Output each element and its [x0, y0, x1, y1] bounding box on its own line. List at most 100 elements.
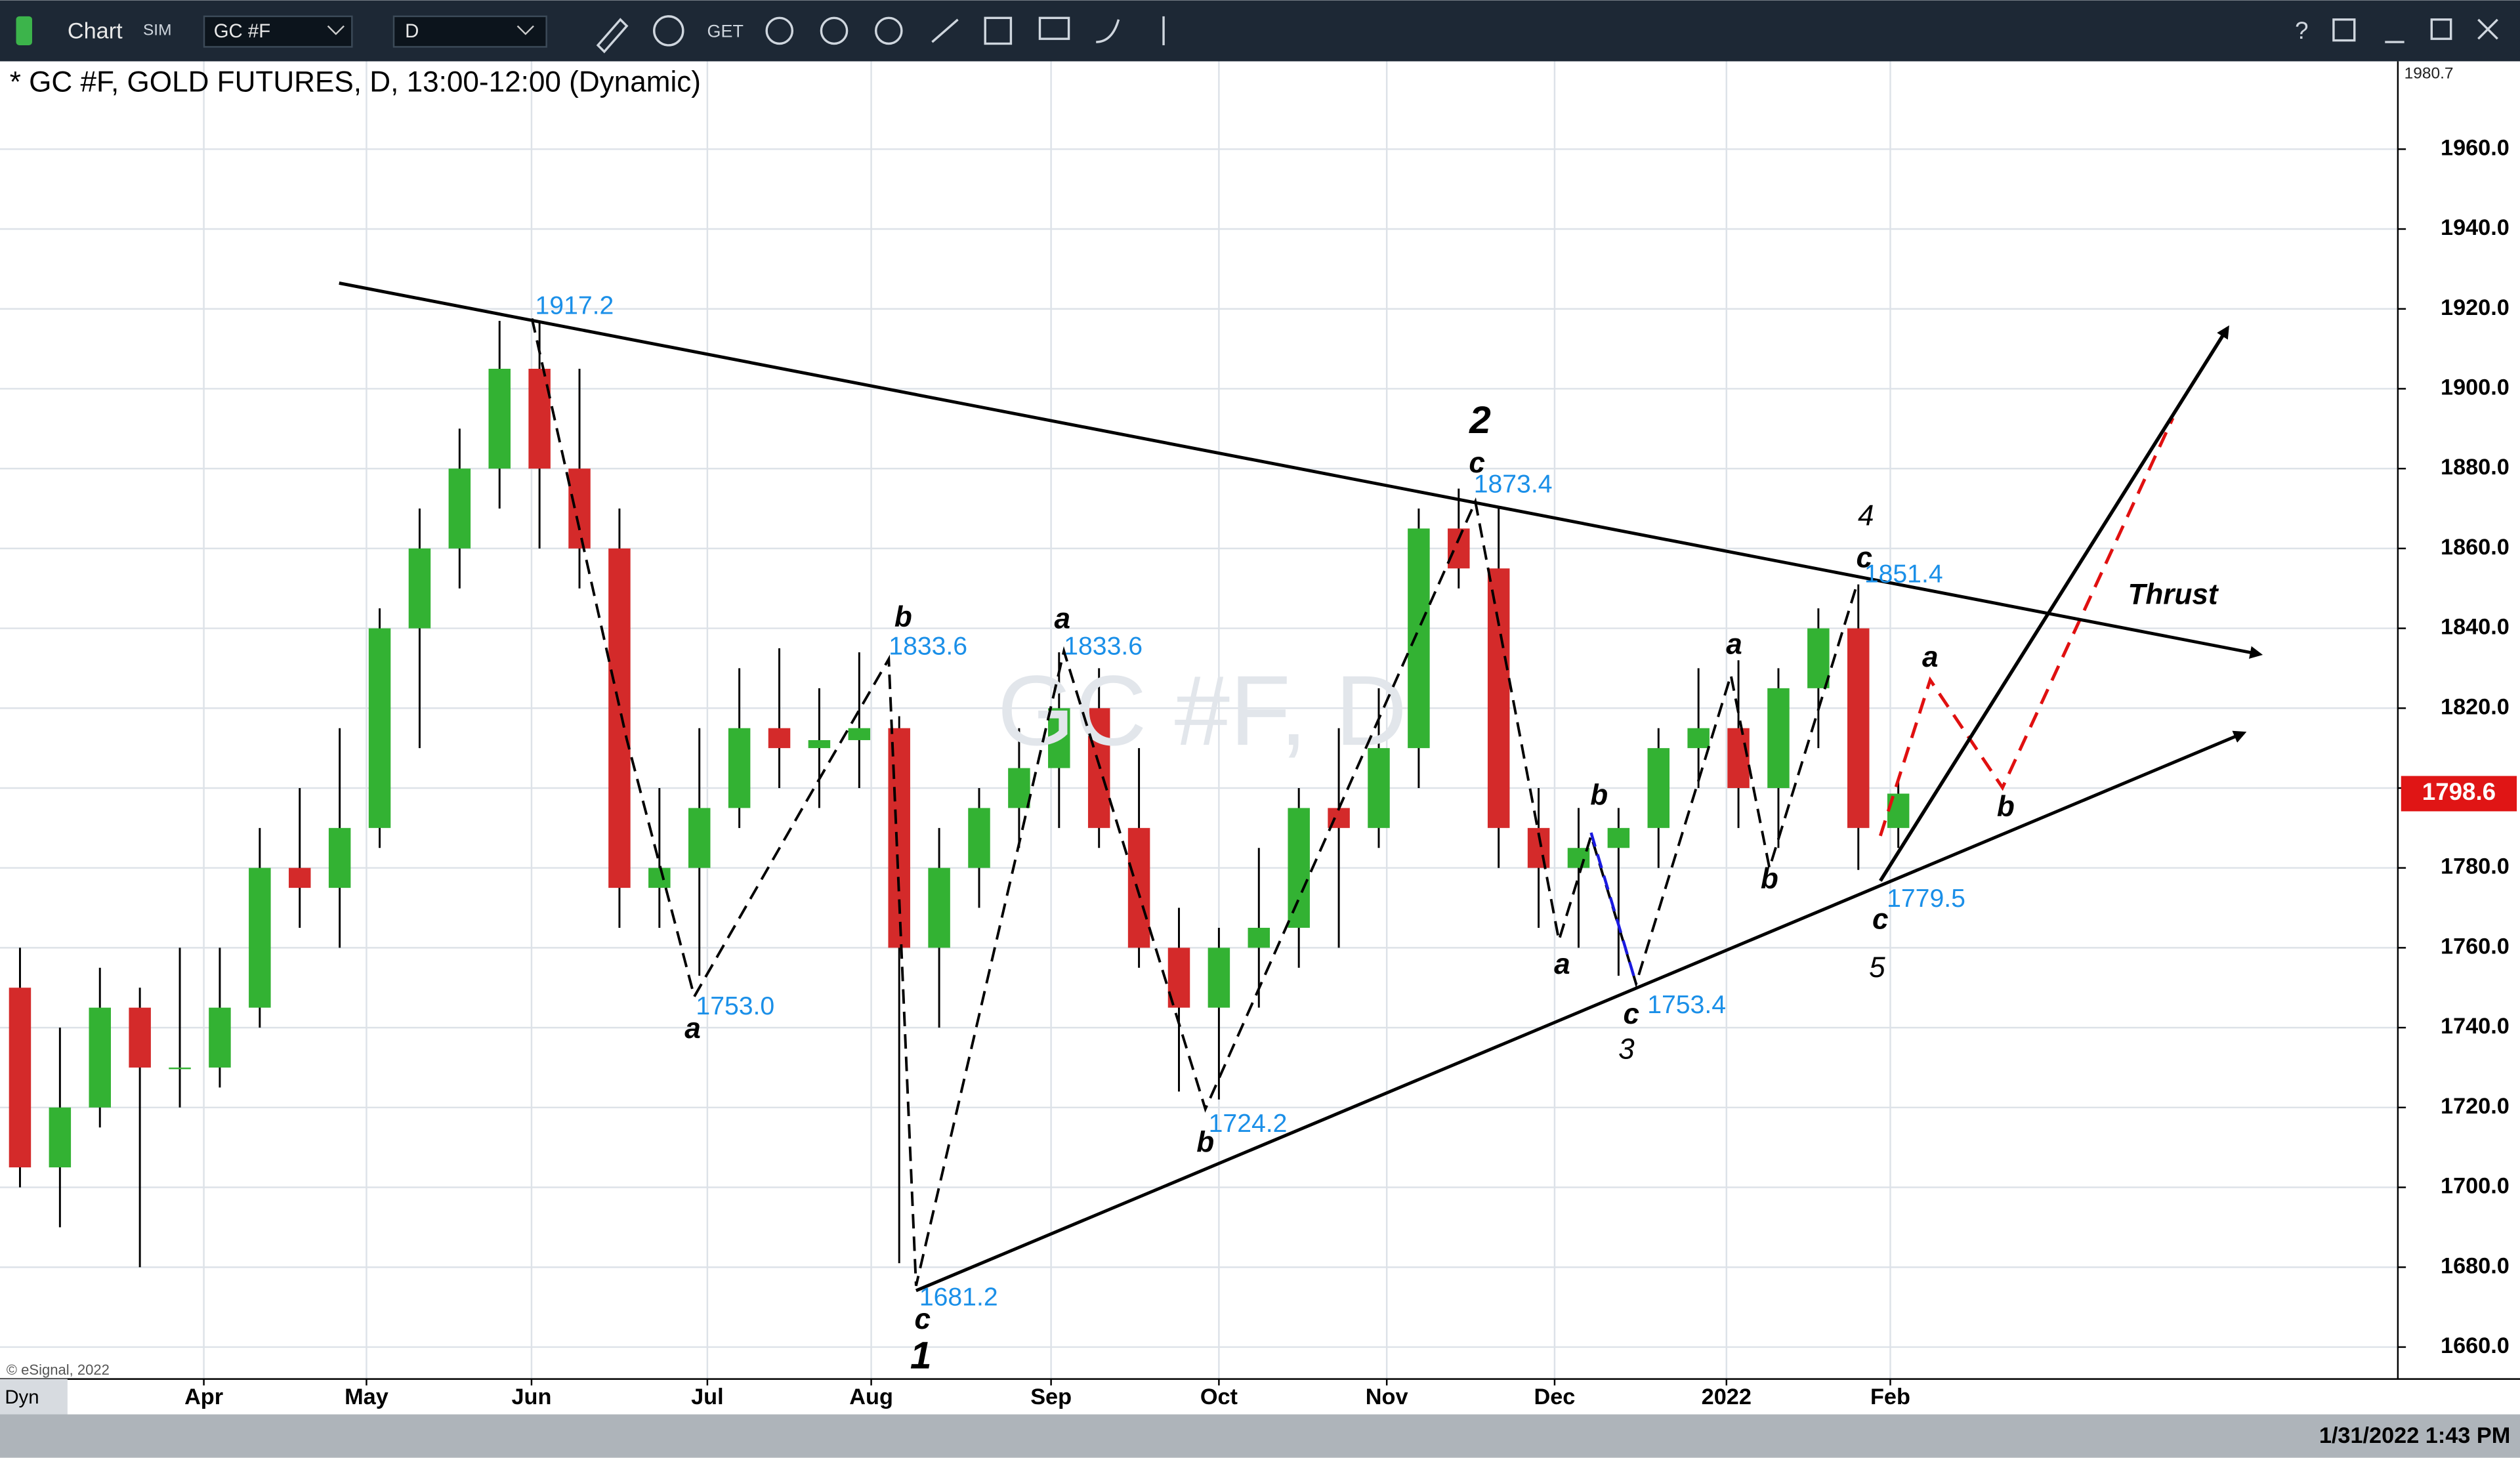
- candle-body: [808, 739, 831, 749]
- candle-body: [249, 867, 271, 1008]
- wave-label: 5: [1869, 951, 1885, 984]
- candle-body: [768, 728, 791, 749]
- dropdown-arrow: [327, 25, 345, 35]
- wave-label: b: [1196, 1127, 1214, 1159]
- get-button[interactable]: GET: [707, 21, 744, 41]
- x-tick-label: Feb: [1870, 1385, 1910, 1409]
- candle-body: [1767, 688, 1790, 788]
- candle-body: [1408, 528, 1430, 749]
- candle-body: [1008, 768, 1030, 808]
- wave-label: b: [1590, 780, 1608, 812]
- candle-body: [1288, 808, 1310, 928]
- watermark: GC #F, D: [998, 656, 1407, 766]
- candle-body: [408, 548, 431, 629]
- candle-body: [209, 1007, 231, 1068]
- y-tick-label: 1720.0: [2441, 1094, 2510, 1119]
- last-price-tag: [2401, 776, 2517, 812]
- y-tick-label: 1780.0: [2441, 854, 2510, 879]
- wave-label: b: [1761, 863, 1778, 895]
- candle-body: [1687, 728, 1710, 749]
- x-tick-label: Jul: [691, 1385, 724, 1409]
- candle-body: [1368, 748, 1390, 828]
- candle-body: [1647, 748, 1670, 828]
- x-tick-label: May: [345, 1385, 388, 1409]
- wave-label: a: [684, 1012, 701, 1045]
- wave-label: 4: [1858, 500, 1874, 532]
- x-tick-label: Apr: [184, 1385, 223, 1409]
- candle-body: [1847, 628, 1870, 828]
- wave-label: b: [1997, 791, 2015, 823]
- y-tick-label: 1860.0: [2441, 535, 2510, 560]
- candle-body: [9, 988, 32, 1168]
- candle-body: [1607, 827, 1630, 848]
- x-tick-label: Aug: [849, 1385, 893, 1409]
- price-annotation: 1833.6: [1064, 633, 1143, 661]
- y-tick-label: 1740.0: [2441, 1014, 2510, 1039]
- price-annotation: 1681.2: [919, 1283, 998, 1312]
- candle-body: [648, 867, 671, 888]
- x-tick-label: Dec: [1534, 1385, 1576, 1409]
- symbol-box[interactable]: [203, 15, 353, 48]
- last-price-label: 1798.6: [2422, 778, 2496, 805]
- candle-body: [888, 728, 910, 948]
- price-annotation: 1851.4: [1864, 560, 1943, 588]
- price-annotation: 1753.4: [1647, 991, 1726, 1019]
- y-tick-label: 1960.0: [2441, 135, 2510, 160]
- wave-label: Thrust: [2128, 579, 2219, 611]
- time-axis: [0, 1379, 2520, 1415]
- candle-body: [448, 469, 471, 549]
- corner-box[interactable]: [0, 1379, 68, 1415]
- x-tick-label: Oct: [1200, 1385, 1238, 1409]
- x-tick-label: Jun: [511, 1385, 551, 1409]
- candle-body: [688, 808, 711, 868]
- candle-body: [89, 1007, 111, 1108]
- wave-label: c: [1857, 541, 1873, 573]
- candle-body: [968, 808, 990, 868]
- candle-body: [608, 548, 631, 888]
- y-tick-label: 1920.0: [2441, 295, 2510, 320]
- interval-box[interactable]: [392, 15, 547, 48]
- symbol[interactable]: GC #F: [214, 20, 271, 42]
- candle-body: [1727, 728, 1750, 788]
- wave-label: a: [1922, 641, 1939, 673]
- candle-body: [568, 469, 591, 549]
- wave-label: c: [914, 1303, 931, 1335]
- price-annotation: 1873.4: [1474, 470, 1553, 498]
- wave-label: c: [1623, 998, 1639, 1030]
- y-tick-label: 1680.0: [2441, 1253, 2510, 1278]
- candle-body: [728, 728, 751, 808]
- x-tick-label: Nov: [1366, 1385, 1408, 1409]
- svg-text:?: ?: [2295, 17, 2308, 44]
- wave-line: [1589, 832, 1638, 984]
- candle-body: [1807, 628, 1830, 688]
- wave-line: [1878, 417, 2175, 837]
- price-annotation: 1833.6: [889, 633, 967, 661]
- copyright: © eSignal, 2022: [7, 1362, 110, 1378]
- plot-area: [0, 61, 2398, 1379]
- wave-label: c: [1872, 903, 1889, 935]
- dropdown-arrow: [516, 25, 534, 35]
- interval[interactable]: D: [405, 20, 419, 42]
- y-tick-label: 1700.0: [2441, 1174, 2510, 1199]
- app-icon: [16, 16, 32, 45]
- y-tick-label: 1900.0: [2441, 375, 2510, 400]
- candle-body: [129, 1007, 151, 1068]
- x-tick-label: Sep: [1030, 1385, 1072, 1409]
- toolbar-icons[interactable]: ?: [596, 15, 2498, 54]
- candle-body: [169, 1067, 191, 1070]
- candle-body: [528, 369, 551, 469]
- price-annotation: 1753.0: [696, 992, 774, 1020]
- wave-line: [339, 281, 2263, 659]
- wave-label: 2: [1469, 399, 1491, 442]
- corner-label[interactable]: Dyn: [5, 1386, 39, 1408]
- status-time: 1/31/2022 1:43 PM: [2319, 1423, 2510, 1448]
- candle-body: [1487, 568, 1510, 828]
- status-bar: [0, 1414, 2520, 1458]
- mode: SIM: [143, 21, 172, 39]
- candle-body: [328, 827, 351, 888]
- wave-label: a: [1726, 629, 1742, 661]
- candle-body: [848, 728, 871, 740]
- y-tick-label: 1760.0: [2441, 934, 2510, 959]
